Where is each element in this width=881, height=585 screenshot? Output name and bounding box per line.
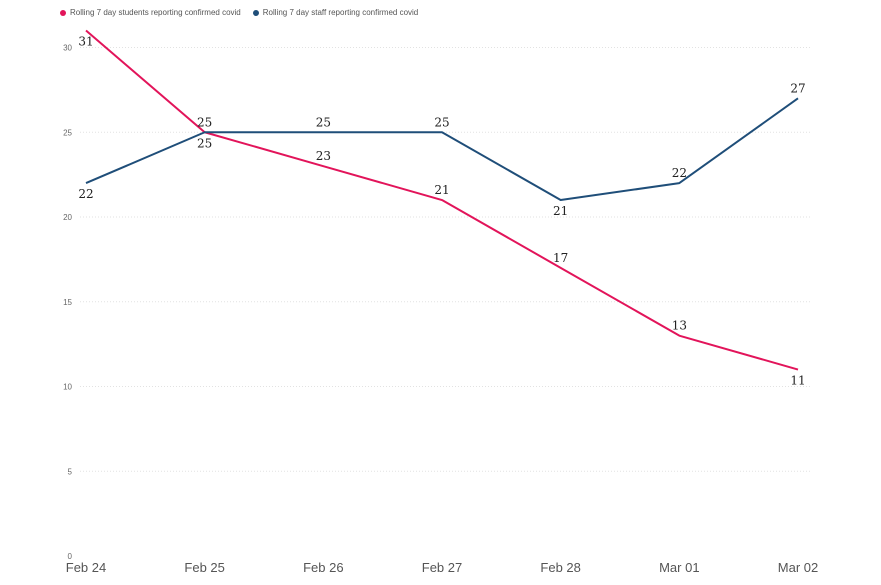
y-tick-label: 10 [63, 383, 72, 392]
staff-data-label: 22 [78, 187, 93, 201]
legend-label-students: Rolling 7 day students reporting confirm… [70, 8, 241, 17]
y-tick-label: 5 [68, 467, 73, 476]
x-tick-label: Mar 01 [659, 560, 699, 575]
students-data-label: 13 [672, 319, 687, 333]
staff-data-label: 22 [672, 166, 687, 180]
y-tick-label: 20 [63, 213, 72, 222]
x-tick-label: Feb 27 [422, 560, 462, 575]
students-data-label: 11 [790, 374, 805, 388]
students-data-label: 31 [78, 35, 93, 49]
legend-marker-staff [252, 9, 259, 16]
y-tick-label: 25 [63, 128, 72, 137]
x-tick-label: Feb 25 [184, 560, 224, 575]
x-tick-label: Mar 02 [778, 560, 818, 575]
legend-label-staff: Rolling 7 day staff reporting confirmed … [262, 8, 419, 17]
y-tick-label: 0 [68, 552, 73, 561]
y-tick-label: 30 [63, 44, 72, 53]
y-tick-label: 15 [63, 298, 72, 307]
students-data-label: 21 [434, 183, 449, 197]
x-tick-label: Feb 26 [303, 560, 343, 575]
staff-data-label: 25 [434, 115, 449, 129]
x-tick-label: Feb 28 [540, 560, 580, 575]
x-tick-label: Feb 24 [66, 560, 106, 575]
students-data-label: 25 [197, 136, 212, 150]
staff-data-label: 25 [316, 115, 331, 129]
students-data-label: 23 [316, 149, 331, 163]
staff-data-label: 25 [197, 115, 212, 129]
legend-item-staff[interactable]: Rolling 7 day staff reporting confirmed … [252, 8, 419, 17]
legend-item-students[interactable]: Rolling 7 day students reporting confirm… [60, 8, 241, 17]
students-data-label: 17 [553, 251, 568, 265]
students-series-line [85, 29, 799, 371]
staff-data-label: 27 [790, 81, 805, 95]
chart-legend: Rolling 7 day students reporting confirm… [60, 8, 418, 17]
staff-data-label: 21 [553, 204, 568, 218]
legend-marker-students [60, 9, 66, 16]
staff-series-line [85, 97, 799, 202]
